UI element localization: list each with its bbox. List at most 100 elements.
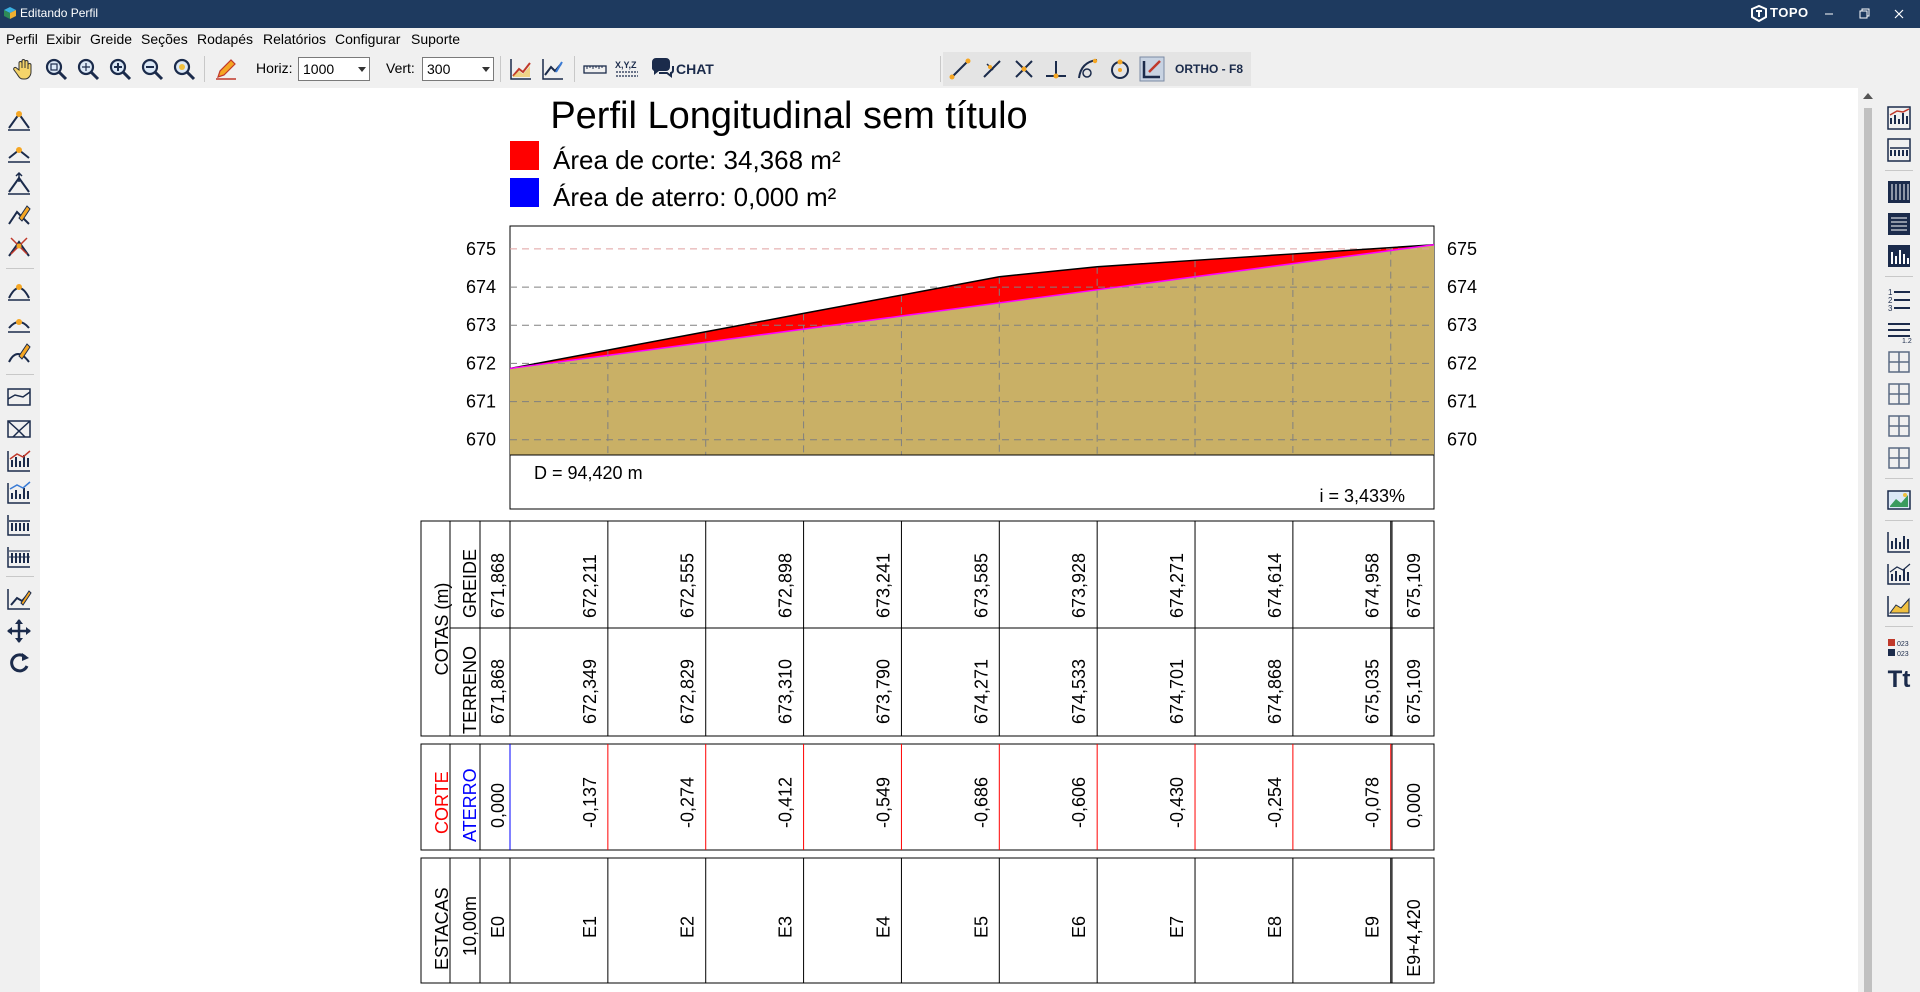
y-tick-right: 674 (1447, 277, 1477, 297)
move-arrows-icon[interactable] (5, 617, 33, 645)
estaca-value: E1 (580, 916, 600, 938)
move-vertex-icon[interactable] (5, 170, 33, 198)
y-tick-right: 672 (1447, 353, 1477, 373)
grid-icon-3[interactable] (1885, 412, 1913, 440)
edit-pen-icon[interactable] (213, 56, 239, 82)
menu-bar: Perfil Exibir Greide Seções Rodapés Rela… (0, 28, 1920, 50)
rotate-icon[interactable] (5, 649, 33, 677)
close-button[interactable] (1888, 4, 1910, 24)
horizontal-lines-icon[interactable] (1885, 210, 1913, 238)
cross-section-icon[interactable] (5, 415, 33, 443)
y-tick-left: 672 (466, 353, 496, 373)
menu-rodapes[interactable]: Rodapés (197, 31, 254, 47)
chat-button-label[interactable]: CHAT (676, 61, 714, 77)
grid-icon-2[interactable] (1885, 380, 1913, 408)
y-tick-left: 675 (466, 239, 496, 259)
vert-scale-value: 300 (427, 61, 451, 77)
extend-tool-icon[interactable] (979, 56, 1005, 82)
chat-icon[interactable] (649, 56, 675, 82)
zoom-extents-icon[interactable] (75, 56, 101, 82)
bar-grid-icon[interactable] (1885, 242, 1913, 270)
legend-fill-swatch (510, 178, 539, 207)
delete-vertex-icon[interactable] (5, 234, 33, 262)
chart-icon-5[interactable] (1885, 592, 1913, 620)
profile-canvas[interactable]: Perfil Longitudinal sem título Área de c… (40, 88, 1858, 992)
corte-aterro-value: -0,412 (776, 777, 796, 828)
chart-edit-icon-4[interactable] (5, 543, 33, 571)
chart-edit-icon-2[interactable] (5, 479, 33, 507)
menu-relatorios[interactable]: Relatórios (263, 31, 327, 47)
scrollbar-thumb[interactable] (1864, 108, 1872, 992)
greide-edit-icon[interactable] (540, 56, 566, 82)
svg-text:1.2: 1.2 (1902, 338, 1912, 344)
perpendicular-tool-icon[interactable] (1043, 56, 1069, 82)
estacas-label: ESTACAS (432, 887, 452, 970)
horiz-scale-select[interactable]: 1000 (298, 57, 370, 81)
zoom-all-icon[interactable] (171, 56, 197, 82)
greide-value: 674,958 (1363, 553, 1383, 618)
terreno-value: 672,349 (580, 659, 600, 724)
restore-button[interactable] (1853, 4, 1875, 24)
terreno-value: 674,868 (1265, 659, 1285, 724)
menu-configurar[interactable]: Configurar (335, 31, 401, 47)
xyz-icon[interactable]: X,Y,Z (614, 56, 640, 82)
scroll-up-icon[interactable] (1863, 93, 1873, 99)
terreno-value: 672,829 (678, 659, 698, 724)
grid-icon-4[interactable] (1885, 444, 1913, 472)
ruler-icon[interactable] (582, 56, 608, 82)
chart-edit-icon-3[interactable] (5, 511, 33, 539)
pan-hand-icon[interactable] (11, 56, 37, 82)
minimize-button[interactable] (1818, 4, 1840, 24)
chart-icon-2[interactable] (1885, 136, 1913, 164)
insert-vertex-icon[interactable] (5, 106, 33, 134)
estacas-spacing: 10,00m (460, 896, 480, 956)
ortho-icon[interactable] (1139, 56, 1165, 82)
menu-secoes[interactable]: Seções (141, 31, 188, 47)
chart-icon-4[interactable] (1885, 560, 1913, 588)
menu-greide[interactable]: Greide (90, 31, 133, 47)
chart-icon-1[interactable] (1885, 104, 1913, 132)
cross-tool-icon[interactable] (1011, 56, 1037, 82)
profile-chart-icon[interactable] (508, 56, 534, 82)
insert-curve-below-icon[interactable] (5, 308, 33, 336)
edit-curve-icon[interactable] (5, 340, 33, 368)
profile-view-icon[interactable] (5, 383, 33, 411)
chart-pen-icon[interactable] (5, 585, 33, 613)
curve-tool-icon[interactable] (1075, 56, 1101, 82)
svg-text:X,Y,Z: X,Y,Z (615, 60, 637, 70)
text-size-icon[interactable]: Tt (1887, 666, 1911, 693)
profile-drawing: Perfil Longitudinal sem título Área de c… (420, 95, 1477, 984)
chevron-down-icon (358, 67, 366, 72)
vertical-scrollbar[interactable] (1858, 88, 1878, 992)
minimize-icon (1825, 13, 1833, 15)
estaca-value: E6 (1069, 916, 1089, 938)
menu-exibir[interactable]: Exibir (46, 31, 82, 47)
image-chart-icon[interactable] (1885, 486, 1913, 514)
vertical-lines-icon[interactable] (1885, 178, 1913, 206)
line-tool-icon[interactable] (947, 56, 973, 82)
zoom-out-icon[interactable] (139, 56, 165, 82)
menu-suporte[interactable]: Suporte (411, 31, 461, 47)
terreno-value: 674,701 (1167, 659, 1187, 724)
ortho-toggle-label[interactable]: ORTHO - F8 (1175, 62, 1243, 76)
list-numbered-icon[interactable]: 123 (1885, 284, 1913, 312)
brand-logo-icon (1751, 4, 1767, 23)
zoom-window-icon[interactable] (43, 56, 69, 82)
grid-icon-1[interactable] (1885, 348, 1913, 376)
toolbar-separator (940, 56, 941, 82)
terreno-value: 675,035 (1363, 659, 1383, 724)
vert-scale-select[interactable]: 300 (422, 57, 494, 81)
insert-curve-icon[interactable] (5, 276, 33, 304)
circle-tool-icon[interactable] (1107, 56, 1133, 82)
edit-vertex-icon[interactable] (5, 202, 33, 230)
insert-vertex-below-icon[interactable] (5, 138, 33, 166)
greide-line (509, 243, 1435, 370)
zoom-in-icon[interactable] (107, 56, 133, 82)
terreno-label: TERRENO (460, 646, 480, 734)
list-icon[interactable]: 1.2 (1885, 316, 1913, 344)
chart-icon-3[interactable] (1885, 528, 1913, 556)
menu-perfil[interactable]: Perfil (6, 31, 38, 47)
chart-edit-icon-1[interactable] (5, 447, 33, 475)
app-icon (4, 7, 16, 19)
